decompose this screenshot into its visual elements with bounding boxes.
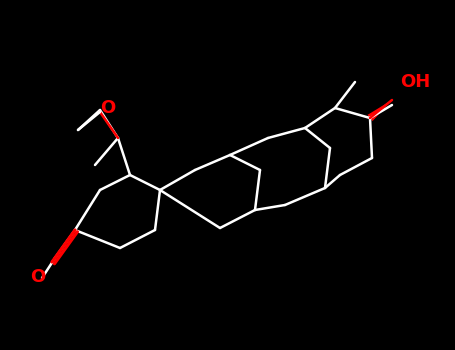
Text: O: O <box>101 99 116 117</box>
Text: OH: OH <box>400 73 430 91</box>
Polygon shape <box>368 100 392 121</box>
Text: O: O <box>30 268 46 286</box>
